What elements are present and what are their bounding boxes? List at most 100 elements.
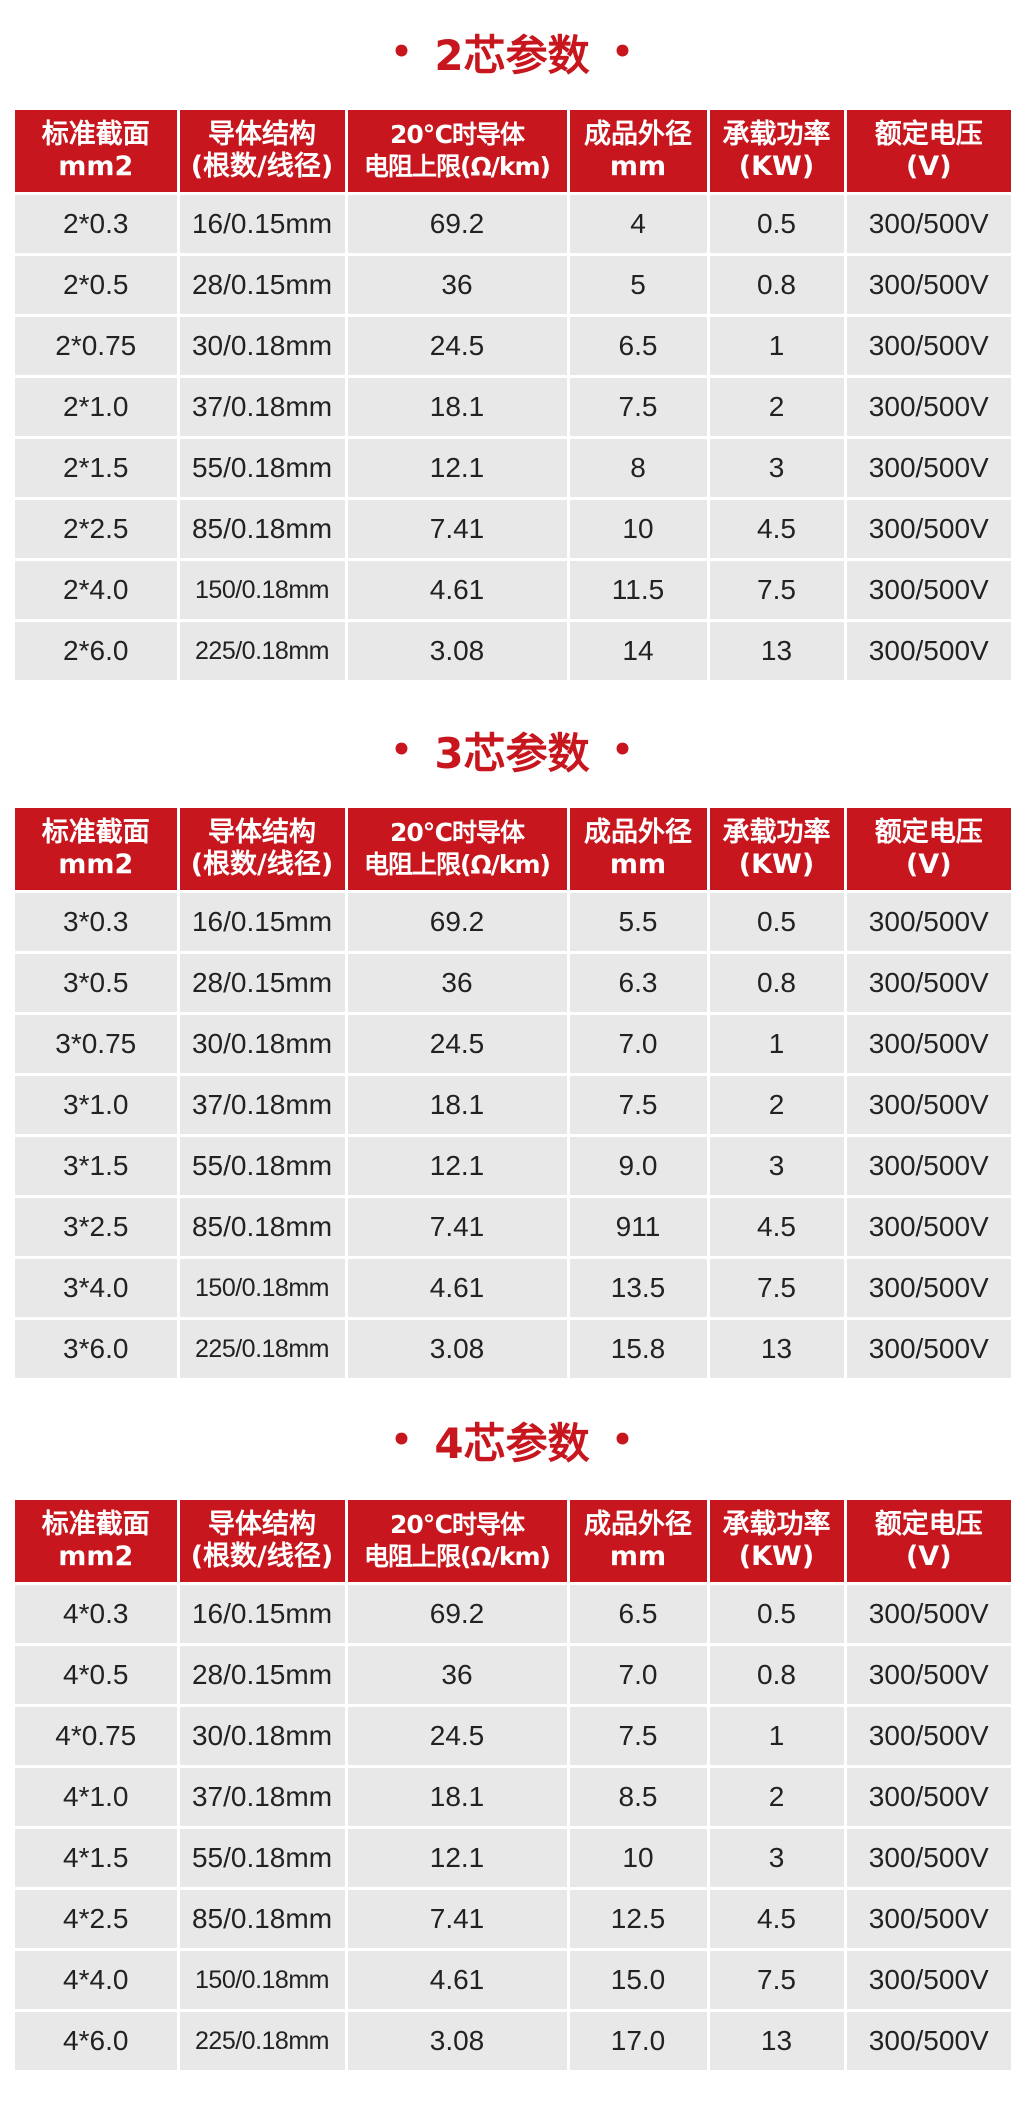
cell-power: 4.5 [706, 1887, 845, 1950]
table-row: 2*4.0 150/0.18mm 4.61 11.5 7.5 300/500V [15, 558, 1011, 621]
header-cross-section: 标准截面 mm2 [15, 1500, 178, 1584]
cell-power: 4.5 [706, 497, 845, 560]
bullet-dot-icon: • [611, 1420, 634, 1460]
cell-resistance: 4.61 [344, 1948, 568, 2011]
cell-power: 2 [706, 1765, 845, 1828]
cell-voltage: 300/500V [843, 497, 1011, 560]
cell-cross-section: 2*4.0 [15, 558, 178, 621]
cell-outer-diameter: 911 [566, 1195, 708, 1258]
cell-resistance: 24.5 [344, 1012, 568, 1075]
table-row: 4*0.3 16/0.15mm 69.2 6.5 0.5 300/500V [15, 1582, 1011, 1645]
cell-conductor-structure: 30/0.18mm [176, 314, 346, 377]
cell-outer-diameter: 8 [566, 436, 708, 499]
table-row: 3*0.75 30/0.18mm 24.5 7.0 1 300/500V [15, 1012, 1011, 1075]
cell-conductor-structure: 16/0.15mm [176, 192, 346, 255]
cell-cross-section: 4*0.75 [15, 1704, 178, 1767]
cell-cross-section: 3*0.5 [15, 951, 178, 1014]
cell-resistance: 7.41 [344, 497, 568, 560]
table-body: 2*0.3 16/0.15mm 69.2 4 0.5 300/500V 2*0.5 28/0.… [15, 192, 1011, 680]
header-voltage: 额定电压 (V) [843, 110, 1011, 194]
cell-voltage: 300/500V [843, 558, 1011, 621]
header-outer-diameter: 成品外径 mm [566, 808, 708, 892]
cell-outer-diameter: 8.5 [566, 1765, 708, 1828]
cell-voltage: 300/500V [843, 1704, 1011, 1767]
cell-cross-section: 3*2.5 [15, 1195, 178, 1258]
cell-conductor-structure: 30/0.18mm [176, 1012, 346, 1075]
cell-outer-diameter: 10 [566, 497, 708, 560]
table-row: 4*4.0 150/0.18mm 4.61 15.0 7.5 300/500V [15, 1948, 1011, 2011]
table-row: 4*1.0 37/0.18mm 18.1 8.5 2 300/500V [15, 1765, 1011, 1828]
cell-resistance: 4.61 [344, 558, 568, 621]
cell-resistance: 36 [344, 253, 568, 316]
header-power: 承载功率 (KW) [706, 110, 845, 194]
cell-power: 0.5 [706, 192, 845, 255]
section-title-text: 4芯参数 [434, 1418, 590, 1468]
header-outer-diameter: 成品外径 mm [566, 1500, 708, 1584]
spec-table-4-core: 标准截面 mm2 导体结构 (根数/线径) 20℃时导体 电阻上限(Ω/km) … [15, 1500, 1011, 2070]
cell-outer-diameter: 7.5 [566, 375, 708, 438]
header-resistance: 20℃时导体 电阻上限(Ω/km) [344, 1500, 568, 1584]
cell-cross-section: 3*1.0 [15, 1073, 178, 1136]
cell-voltage: 300/500V [843, 1948, 1011, 2011]
cell-conductor-structure: 37/0.18mm [176, 1073, 346, 1136]
table-row: 3*1.5 55/0.18mm 12.1 9.0 3 300/500V [15, 1134, 1011, 1197]
header-conductor-structure: 导体结构 (根数/线径) [176, 110, 346, 194]
cell-voltage: 300/500V [843, 951, 1011, 1014]
cell-conductor-structure: 150/0.18mm [176, 1948, 346, 2011]
cell-cross-section: 4*0.5 [15, 1643, 178, 1706]
cell-conductor-structure: 55/0.18mm [176, 1826, 346, 1889]
cell-cross-section: 3*1.5 [15, 1134, 178, 1197]
header-resistance: 20℃时导体 电阻上限(Ω/km) [344, 110, 568, 194]
cell-conductor-structure: 85/0.18mm [176, 1195, 346, 1258]
cell-power: 2 [706, 1073, 845, 1136]
cell-conductor-structure: 85/0.18mm [176, 1887, 346, 1950]
cell-resistance: 7.41 [344, 1887, 568, 1950]
cell-voltage: 300/500V [843, 375, 1011, 438]
cell-voltage: 300/500V [843, 1256, 1011, 1319]
table-body: 4*0.3 16/0.15mm 69.2 6.5 0.5 300/500V 4*0.5 28/… [15, 1582, 1011, 2070]
cell-resistance: 3.08 [344, 1317, 568, 1378]
cell-resistance: 18.1 [344, 375, 568, 438]
bullet-dot-icon: • [611, 32, 634, 72]
cell-power: 13 [706, 1317, 845, 1378]
cell-power: 1 [706, 314, 845, 377]
cell-power: 7.5 [706, 1948, 845, 2011]
cell-conductor-structure: 225/0.18mm [176, 1317, 346, 1378]
cell-outer-diameter: 5.5 [566, 890, 708, 953]
cell-conductor-structure: 55/0.18mm [176, 436, 346, 499]
cell-cross-section: 2*1.0 [15, 375, 178, 438]
cell-cross-section: 2*1.5 [15, 436, 178, 499]
bullet-dot-icon: • [390, 1420, 413, 1460]
cell-conductor-structure: 225/0.18mm [176, 619, 346, 680]
section-title-3-core: • 3芯参数 • [0, 710, 1024, 790]
cell-resistance: 7.41 [344, 1195, 568, 1258]
cell-resistance: 18.1 [344, 1765, 568, 1828]
cell-cross-section: 2*2.5 [15, 497, 178, 560]
cell-conductor-structure: 37/0.18mm [176, 1765, 346, 1828]
cell-conductor-structure: 28/0.15mm [176, 253, 346, 316]
cell-voltage: 300/500V [843, 192, 1011, 255]
cell-cross-section: 2*0.5 [15, 253, 178, 316]
table-row: 3*1.0 37/0.18mm 18.1 7.5 2 300/500V [15, 1073, 1011, 1136]
section-title-text: 2芯参数 [434, 30, 590, 80]
cell-cross-section: 2*0.75 [15, 314, 178, 377]
cell-resistance: 12.1 [344, 1826, 568, 1889]
cell-outer-diameter: 7.5 [566, 1073, 708, 1136]
cell-cross-section: 4*1.5 [15, 1826, 178, 1889]
cell-voltage: 300/500V [843, 619, 1011, 680]
table-header-row: 标准截面 mm2 导体结构 (根数/线径) 20℃时导体 电阻上限(Ω/km) … [15, 808, 1011, 892]
cell-cross-section: 3*4.0 [15, 1256, 178, 1319]
table-row: 4*0.5 28/0.15mm 36 7.0 0.8 300/500V [15, 1643, 1011, 1706]
cell-conductor-structure: 28/0.15mm [176, 951, 346, 1014]
cell-outer-diameter: 7.5 [566, 1704, 708, 1767]
cell-resistance: 36 [344, 951, 568, 1014]
table-row: 2*0.75 30/0.18mm 24.5 6.5 1 300/500V [15, 314, 1011, 377]
cell-outer-diameter: 9.0 [566, 1134, 708, 1197]
cell-outer-diameter: 6.3 [566, 951, 708, 1014]
cell-power: 3 [706, 1826, 845, 1889]
cell-outer-diameter: 4 [566, 192, 708, 255]
cell-resistance: 12.1 [344, 1134, 568, 1197]
table-row: 3*4.0 150/0.18mm 4.61 13.5 7.5 300/500V [15, 1256, 1011, 1319]
cell-voltage: 300/500V [843, 253, 1011, 316]
cell-outer-diameter: 12.5 [566, 1887, 708, 1950]
